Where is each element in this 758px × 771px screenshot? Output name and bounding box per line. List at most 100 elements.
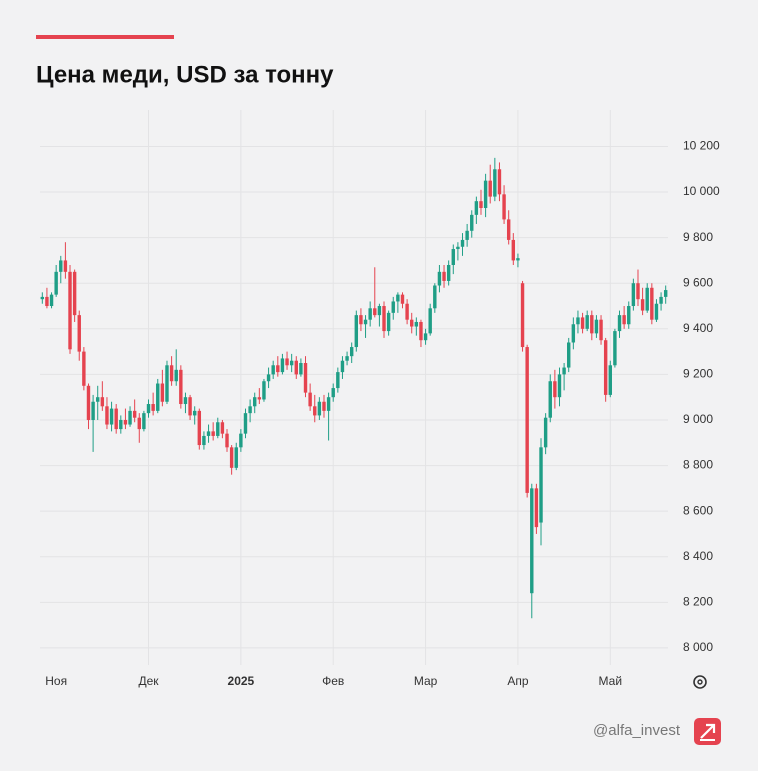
candle-body xyxy=(557,374,562,398)
candle-body xyxy=(336,372,340,389)
y-tick-label: 8 400 xyxy=(683,549,713,563)
candle-body xyxy=(183,397,188,405)
candle-body xyxy=(465,230,469,240)
candle-body xyxy=(437,271,442,286)
candle-body xyxy=(525,347,529,493)
candle-body xyxy=(299,362,303,375)
candle-body xyxy=(391,301,395,313)
x-tick-label: Мар xyxy=(414,674,438,688)
candle-body xyxy=(239,433,243,448)
y-tick-label: 8 000 xyxy=(683,640,713,654)
candle-body xyxy=(331,388,335,398)
candle-body xyxy=(206,431,211,436)
x-tick-label: 2025 xyxy=(228,674,255,688)
y-tick-label: 9 200 xyxy=(683,367,713,381)
candle-body xyxy=(382,306,386,332)
candle-body xyxy=(585,315,589,329)
candle-body xyxy=(446,264,451,281)
candle-body xyxy=(105,406,109,425)
candle-body xyxy=(451,249,455,265)
candle-body xyxy=(497,169,502,195)
candle-body xyxy=(386,312,391,332)
candle-body xyxy=(174,369,178,382)
candle-body xyxy=(562,367,566,375)
candle-body xyxy=(192,410,197,416)
candle-body xyxy=(400,294,405,304)
x-tick-label: Фев xyxy=(322,674,344,688)
y-tick-label: 9 600 xyxy=(683,275,713,289)
candle-body xyxy=(86,385,91,420)
candle-body xyxy=(590,315,594,334)
candle-body xyxy=(271,365,275,375)
candle-body xyxy=(220,422,225,434)
footer: @alfa_invest xyxy=(593,722,681,739)
y-tick-label: 10 200 xyxy=(683,139,720,153)
candle-body xyxy=(63,260,68,272)
candle-body xyxy=(169,365,174,382)
candle-body xyxy=(650,287,654,320)
settings-icon[interactable] xyxy=(693,675,707,689)
candle-body xyxy=(396,294,400,302)
candle-body xyxy=(442,271,446,281)
x-tick-label: Ноя xyxy=(45,674,67,688)
candle-body xyxy=(456,246,460,250)
candle-body xyxy=(119,419,123,430)
candle-body xyxy=(294,360,298,375)
candle-body xyxy=(599,319,603,341)
candle-body xyxy=(603,340,608,395)
candle-body xyxy=(640,299,645,311)
candle-body xyxy=(313,406,317,416)
candle-body xyxy=(419,321,423,341)
x-tick-label: Дек xyxy=(138,674,159,688)
candle-body xyxy=(520,283,525,348)
y-tick-label: 9 000 xyxy=(683,412,713,426)
candle-body xyxy=(580,317,585,329)
candle-body xyxy=(96,397,100,402)
candle-body xyxy=(553,381,557,398)
candle-body xyxy=(663,290,668,297)
x-tick-label: Апр xyxy=(507,674,529,688)
y-tick-label: 9 400 xyxy=(683,321,713,335)
candle-body xyxy=(516,258,520,261)
candle-body xyxy=(631,283,636,307)
candle-body xyxy=(470,214,474,231)
candle-body xyxy=(262,381,266,400)
candle-body xyxy=(493,169,497,197)
candle-body xyxy=(229,447,234,468)
y-tick-label: 8 800 xyxy=(683,458,713,472)
candle-body xyxy=(197,410,202,446)
candle-body xyxy=(548,381,552,418)
candle-body xyxy=(248,406,252,414)
candle-body xyxy=(257,397,262,400)
candle-body xyxy=(613,331,617,366)
candle-body xyxy=(483,180,488,209)
candle-body xyxy=(530,488,534,594)
candle-body xyxy=(322,401,326,411)
y-tick-label: 9 800 xyxy=(683,230,713,244)
accent-bar xyxy=(36,35,174,39)
candle-body xyxy=(100,397,105,407)
candle-body xyxy=(410,319,414,327)
candle-body xyxy=(576,317,580,325)
candle-body xyxy=(146,404,151,414)
candle-body xyxy=(82,351,86,386)
candle-body xyxy=(77,315,81,352)
chart-title: Цена меди, USD за тонну xyxy=(36,61,334,88)
candle-body xyxy=(128,410,132,425)
candle-body xyxy=(211,431,215,436)
candle-body xyxy=(266,374,271,382)
candle-body xyxy=(645,287,649,311)
candle-body xyxy=(234,447,238,468)
candle-body xyxy=(654,303,659,320)
candle-body xyxy=(511,239,516,261)
candle-body xyxy=(502,194,506,220)
candle-body xyxy=(123,419,128,425)
candle-body xyxy=(160,383,165,402)
candle-body xyxy=(253,397,257,407)
candle-body xyxy=(109,408,114,425)
candle-body xyxy=(165,365,169,402)
candle-body xyxy=(539,447,543,523)
candle-body xyxy=(276,365,280,373)
